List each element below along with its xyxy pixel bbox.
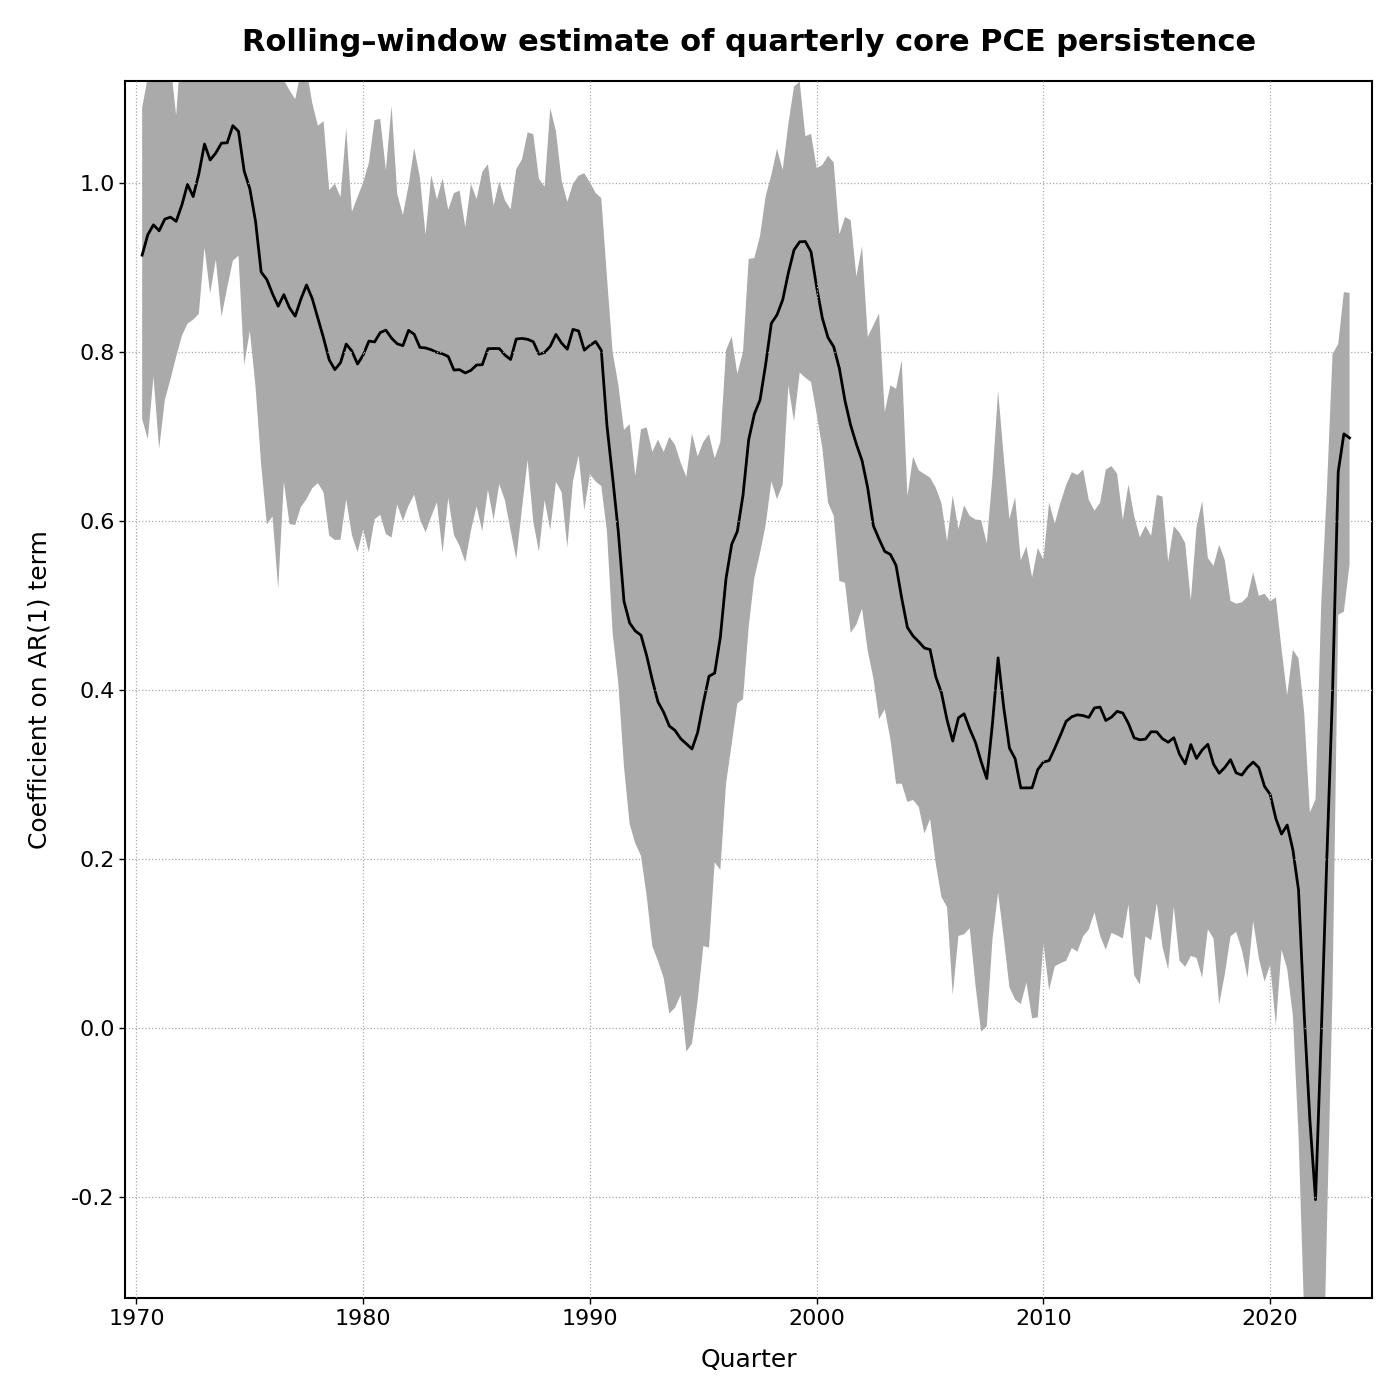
Y-axis label: Coefficient on AR(1) term: Coefficient on AR(1) term — [28, 531, 52, 850]
X-axis label: Quarter: Quarter — [700, 1348, 797, 1372]
Title: Rolling–window estimate of quarterly core PCE persistence: Rolling–window estimate of quarterly cor… — [242, 28, 1256, 57]
